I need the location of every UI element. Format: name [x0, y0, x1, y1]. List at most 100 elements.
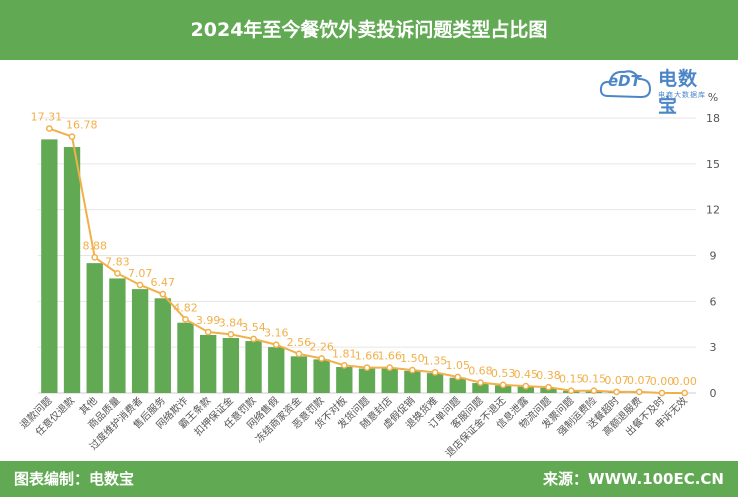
data-label: 0.00: [672, 375, 697, 388]
data-label: 3.54: [241, 321, 266, 334]
bar: [449, 377, 466, 393]
footer-source: 来源：WWW.100EC.CN: [543, 470, 724, 488]
cloud-logo-icon: [599, 70, 652, 99]
bar: [358, 368, 376, 393]
line-point: [204, 328, 212, 336]
data-label: 7.07: [128, 267, 153, 280]
data-label: 0.07: [627, 374, 652, 387]
line-point: [114, 270, 121, 277]
line-point: [295, 350, 303, 358]
data-label: 1.50: [400, 352, 425, 365]
bar: [41, 139, 58, 393]
line-point: [340, 361, 348, 369]
bar: [177, 322, 194, 393]
y-tick-label: 15: [706, 158, 720, 171]
data-label: 1.66: [377, 350, 402, 363]
brand-logo: eDT 电数宝 电商大数据库: [598, 62, 710, 117]
y-tick-label: 6: [710, 295, 717, 308]
trend-line: [45, 125, 689, 397]
data-label: 3.16: [264, 327, 289, 340]
data-label: 2.56: [287, 336, 312, 349]
logo-name: 电数宝: [658, 68, 699, 117]
data-label: 1.05: [446, 359, 471, 372]
line-point: [91, 253, 99, 261]
data-label: 0.45: [514, 368, 539, 381]
line-point: [45, 125, 53, 132]
bar: [109, 278, 126, 393]
bar: [290, 356, 308, 393]
line-point: [182, 316, 189, 323]
bar: [381, 368, 398, 393]
line-point: [363, 364, 371, 371]
line-point: [613, 388, 620, 396]
line-point: [136, 281, 144, 289]
data-label: 0.53: [491, 367, 516, 380]
line-point: [431, 369, 439, 376]
line-point: [590, 387, 598, 395]
bar: [517, 386, 534, 393]
y-tick-label: 18: [706, 112, 720, 125]
chart-footer: 图表编制：电数宝 来源：WWW.100EC.CN: [0, 461, 738, 497]
data-label: 1.35: [423, 354, 448, 367]
y-axis: 0 3 6 9 12 15 18%: [706, 91, 720, 400]
bars: [41, 139, 648, 393]
data-label: 0.38: [536, 369, 561, 382]
line-point: [68, 133, 76, 140]
data-label: 0.07: [604, 374, 629, 387]
line-point: [318, 355, 325, 362]
bar: [472, 383, 489, 393]
line-point: [409, 366, 416, 374]
bar: [200, 334, 217, 393]
logo-subtitle: 电商大数据库: [658, 91, 706, 99]
bar: [268, 347, 285, 393]
y-tick-label: 9: [710, 250, 717, 263]
bar: [336, 367, 353, 393]
data-label: 7.83: [105, 255, 130, 268]
bar: [245, 341, 262, 393]
line-point: [499, 381, 507, 389]
y-tick-label: 3: [710, 341, 717, 354]
bar: [86, 263, 103, 393]
data-label: 2.26: [309, 340, 334, 353]
y-tick-label: 0: [710, 387, 717, 400]
line-point: [681, 389, 689, 397]
line-point: [567, 387, 575, 395]
data-label: 1.66: [355, 350, 380, 363]
line-point: [272, 341, 280, 349]
bar: [494, 385, 512, 393]
data-label: 3.99: [196, 314, 221, 327]
data-label: 0.15: [582, 373, 607, 386]
footer-credit: 图表编制：电数宝: [14, 470, 135, 488]
data-label: 8.88: [82, 239, 107, 252]
bar: [131, 289, 149, 393]
bar: [404, 370, 421, 393]
line-point: [250, 335, 257, 343]
data-label: 6.47: [151, 276, 176, 289]
y-unit-label: %: [708, 91, 718, 104]
line-point: [545, 383, 552, 391]
line-point: [522, 382, 530, 390]
data-label: 1.81: [332, 347, 357, 360]
y-tick-label: 12: [706, 204, 720, 217]
data-labels: 17.3116.788.887.837.076.474.823.993.843.…: [31, 111, 697, 388]
line-point: [159, 290, 167, 298]
line-point: [454, 373, 462, 381]
data-label: 3.84: [219, 316, 244, 329]
bar-line-chart: 17.3116.788.887.837.076.474.823.993.843.…: [17, 91, 720, 460]
line-point: [658, 389, 666, 397]
logo-badge: eDT: [608, 72, 641, 90]
data-label: 4.82: [173, 301, 198, 314]
chart-title: 2024年至今餐饮外卖投诉问题类型占比图: [190, 19, 548, 41]
chart-header: 2024年至今餐饮外卖投诉问题类型占比图: [0, 0, 738, 60]
data-label: 0.15: [559, 373, 584, 386]
bar: [154, 298, 171, 393]
bar: [426, 373, 444, 393]
data-label: 0.00: [650, 375, 675, 388]
bar: [222, 338, 240, 393]
data-label: 16.78: [66, 119, 98, 132]
line-point: [477, 379, 484, 386]
data-label: 0.68: [468, 365, 493, 378]
line-point: [386, 364, 394, 371]
data-label: 17.31: [31, 111, 63, 124]
